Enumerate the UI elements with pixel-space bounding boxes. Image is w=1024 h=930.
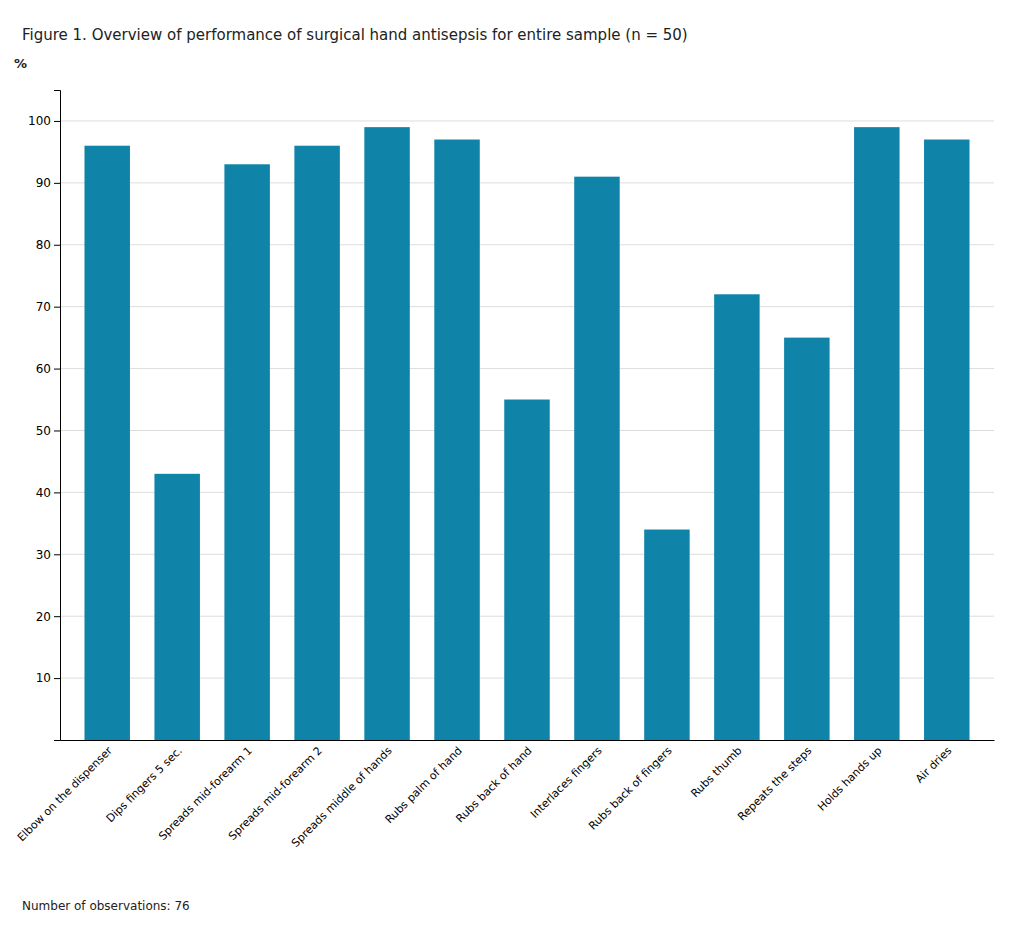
tick: 60 <box>36 362 60 376</box>
tick-label: Rubs palm of hand <box>383 744 465 826</box>
bar <box>434 140 479 740</box>
tick-mark <box>54 678 60 679</box>
chart: Figure 1. Overview of performance of sur… <box>0 0 1024 930</box>
tick: 90 <box>36 176 60 190</box>
bar <box>924 140 969 740</box>
tick-label: Dips fingers 5 sec. <box>104 744 185 825</box>
bar <box>784 338 829 740</box>
tick: 10 <box>36 671 60 685</box>
tick: 40 <box>36 486 60 500</box>
tick-mark <box>54 245 60 246</box>
tick: Interlaces fingers <box>528 744 605 821</box>
y-axis: 10 20 30 40 50 60 70 80 90 100 <box>28 91 60 741</box>
tick-label: 80 <box>36 238 51 252</box>
title: Figure 1. Overview of performance of sur… <box>22 26 688 44</box>
tick-label: 10 <box>36 671 51 685</box>
tick-mark <box>54 307 60 308</box>
tick: 30 <box>36 548 60 562</box>
grid-line <box>60 120 994 121</box>
tick: Rubs palm of hand <box>383 744 465 826</box>
grid-line <box>60 244 994 245</box>
grid-line <box>60 306 994 307</box>
plot: 10 20 30 40 50 60 70 80 90 100% Elbow on the dispe… <box>14 56 995 850</box>
bar <box>644 530 689 740</box>
tick-label: Rubs back of fingers <box>586 744 675 833</box>
tick: Repeats the steps <box>735 744 814 823</box>
annotation: Number of observations: 76 <box>22 899 190 913</box>
tick-mark <box>54 183 60 184</box>
tick-label: 90 <box>36 176 51 190</box>
tick-label: Holds hands up <box>815 744 884 813</box>
bar <box>504 400 549 740</box>
bar <box>154 474 199 740</box>
bar <box>714 294 759 740</box>
tick: Air dries <box>913 744 955 786</box>
tick: Rubs back of hand <box>454 744 535 825</box>
tick-mark <box>54 430 60 431</box>
bar <box>574 177 619 740</box>
grid-line <box>60 368 994 369</box>
grid-line <box>60 182 994 183</box>
bar <box>854 127 899 740</box>
tick-mark <box>54 554 60 555</box>
tick-label: 70 <box>36 300 51 314</box>
bar <box>364 127 409 740</box>
tick-mark <box>54 121 60 122</box>
bar <box>224 164 269 740</box>
tick: 100 <box>28 114 60 128</box>
tick-label: 30 <box>36 548 51 562</box>
tick: 20 <box>36 610 60 624</box>
tick-label: Interlaces fingers <box>528 744 605 821</box>
tick: Holds hands up <box>815 744 884 813</box>
axis-line <box>54 91 61 741</box>
tick-label: 50 <box>36 424 51 438</box>
bar <box>294 146 339 740</box>
tick: Spreads middle of hands <box>289 744 395 850</box>
tick-label: 100 <box>28 114 51 128</box>
tick: Dips fingers 5 sec. <box>104 744 185 825</box>
tick: 80 <box>36 238 60 252</box>
tick-label: Spreads middle of hands <box>289 744 395 850</box>
bar <box>84 146 129 740</box>
tick-label: Elbow on the dispenser <box>15 744 115 844</box>
tick: Elbow on the dispenser <box>15 744 115 844</box>
tick-mark <box>54 369 60 370</box>
tick-label: Rubs back of hand <box>454 744 535 825</box>
tick-label: 20 <box>36 610 51 624</box>
x-axis: Elbow on the dispenserDips fingers 5 sec… <box>15 741 995 850</box>
tick-mark <box>54 616 60 617</box>
tick-mark <box>54 492 60 493</box>
tick-label: Repeats the steps <box>735 744 814 823</box>
axis-line <box>61 740 995 741</box>
bars <box>84 127 969 740</box>
tick-label: 60 <box>36 362 51 376</box>
tick: Rubs thumb <box>688 744 744 800</box>
tick: 50 <box>36 424 60 438</box>
tick-label: Air dries <box>913 744 955 786</box>
tick-label: 40 <box>36 486 51 500</box>
axis-title: % <box>14 56 27 71</box>
tick-label: Rubs thumb <box>688 744 744 800</box>
tick: 70 <box>36 300 60 314</box>
tick: Rubs back of fingers <box>586 744 675 833</box>
